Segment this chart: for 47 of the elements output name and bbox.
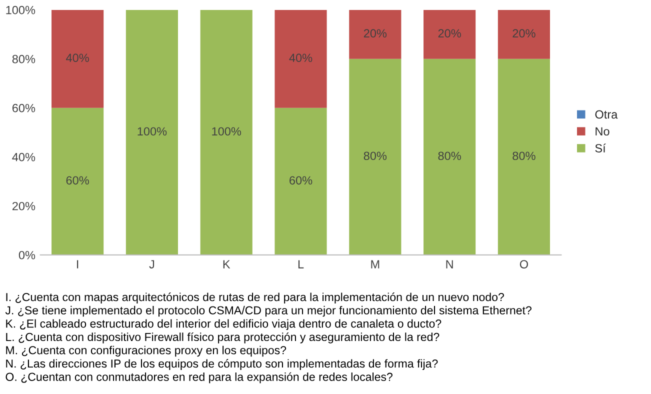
y-tick-label: 100% (6, 6, 36, 14)
bar (126, 10, 178, 255)
data-label: 20% (512, 29, 536, 38)
text: M. ¿Cuenta con configuraciones proxy en los equipos? (6, 346, 286, 357)
data-label: 80% (364, 152, 387, 160)
bar (349, 58, 402, 255)
text: K. ¿El cableado estructurado del interior del edificio viaja dentro de canaleta o ducto? (6, 319, 442, 330)
legend-label: No (596, 127, 610, 136)
text: J. ¿Se tiene implementado el protocolo CSMA/CD para un mejor funcionamiento del sistema Ethernet? (5, 306, 532, 317)
x-tick-label: M (371, 260, 380, 268)
text: N. ¿Las direcciones IP de los equipos de cómputo son implementadas de forma fija? (6, 359, 438, 370)
x-tick-label: K (223, 260, 230, 268)
data-label: 20% (438, 29, 461, 38)
bar (498, 58, 550, 255)
bar (274, 10, 327, 108)
bar (349, 10, 402, 59)
legend-label: Otra (595, 110, 618, 119)
x-tick-label: L (298, 260, 304, 268)
text: L. ¿Cuenta con dispositivo Firewall físico para protección y aseguramiento de la red? (6, 332, 440, 344)
bar (424, 58, 476, 255)
data-label: 40% (289, 54, 312, 62)
data-label: 80% (438, 152, 461, 160)
x-tick-label: O (520, 260, 528, 268)
legend-label: Sí (595, 144, 606, 152)
bar (52, 10, 104, 108)
text: I. ¿Cuenta con mapas arquitectónicos de rutas de red para la implementación de un nuevo nodo? (6, 292, 504, 304)
y-tick-label: 80% (12, 54, 36, 64)
bar (52, 108, 104, 255)
y-tick-label: 0% (18, 250, 36, 260)
data-label: 100% (212, 127, 242, 136)
text: O. ¿Cuentan con conmutadores en red para la expansión de redes locales? (6, 372, 392, 384)
data-label: 20% (364, 29, 387, 38)
data-label: 60% (66, 176, 89, 185)
x-tick-label: J (149, 260, 154, 268)
data-label: 40% (66, 54, 89, 62)
bar (424, 10, 476, 59)
x-tick-label: N (446, 260, 453, 268)
data-label: 60% (290, 176, 312, 185)
y-tick-label: 60% (12, 104, 36, 112)
x-tick-label: I (77, 260, 78, 268)
bar (200, 10, 252, 255)
data-label: 80% (512, 152, 536, 160)
y-tick-label: 20% (12, 202, 36, 210)
data-label: 100% (138, 127, 167, 136)
y-tick-label: 40% (12, 152, 36, 162)
bar (498, 10, 550, 59)
bar (274, 108, 327, 255)
